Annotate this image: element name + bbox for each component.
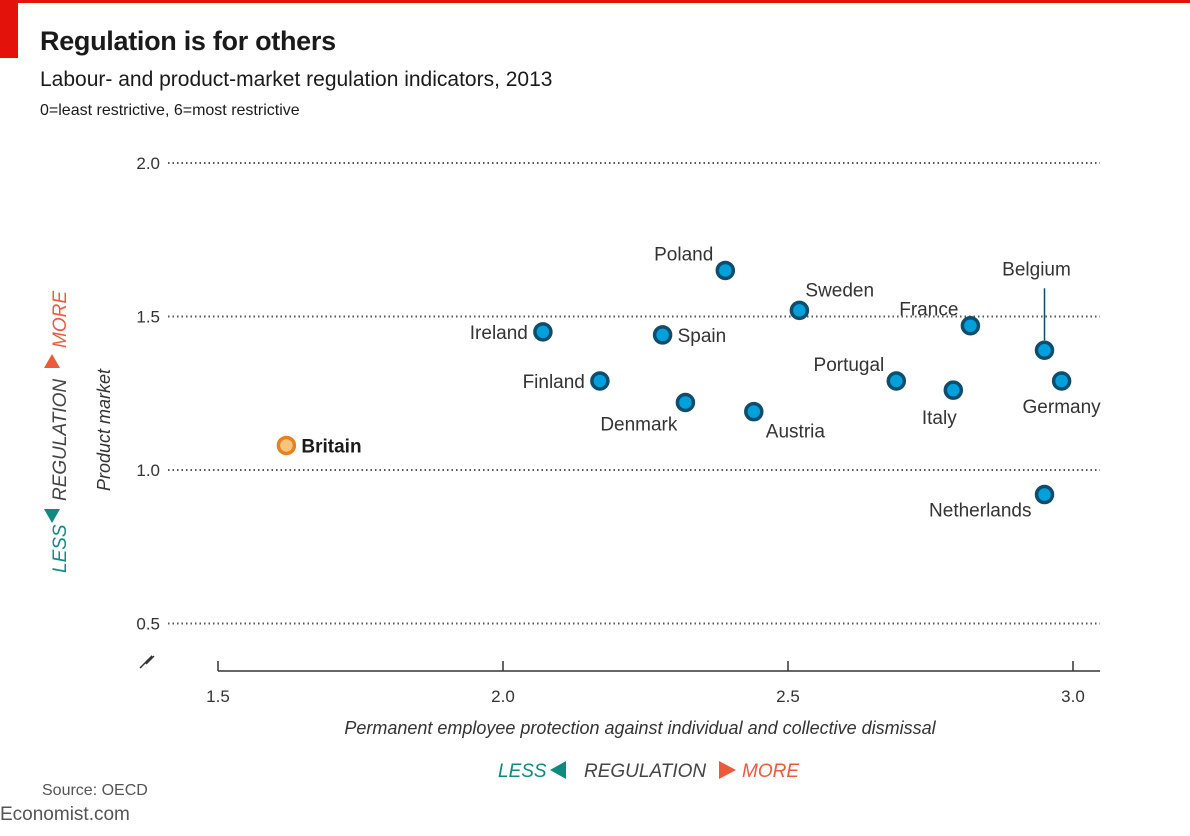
y-tick-label: 0.5	[136, 615, 160, 634]
chart-title: Regulation is for others	[40, 26, 336, 56]
data-points: Britain Ireland Finland Spain Denmark Poland A…	[276, 244, 1102, 522]
point-label: Poland	[654, 244, 713, 265]
point-marker	[276, 435, 297, 456]
y-regulation-legend: LESS REGULATION MORE	[44, 291, 71, 573]
x-more-arrow-icon	[719, 761, 736, 779]
scale-note: 0=least restrictive, 6=most restrictive	[40, 102, 300, 119]
x-tick-label: 2.0	[491, 687, 515, 706]
point-austria: Austria	[744, 401, 826, 443]
point-marker	[1051, 371, 1072, 391]
point-marker	[943, 380, 964, 400]
point-marker	[744, 401, 764, 422]
x-tick-label: 1.5	[206, 687, 230, 706]
y-regulation-label: REGULATION	[50, 379, 71, 501]
point-label: Austria	[766, 422, 826, 443]
y-less-label: LESS	[50, 524, 71, 573]
point-sweden: Sweden	[789, 280, 874, 321]
point-poland: Poland	[654, 244, 736, 281]
point-label: Britain	[301, 436, 361, 457]
point-label: Netherlands	[929, 501, 1031, 522]
y-more-arrow-icon	[44, 354, 60, 368]
x-axis-title: Permanent employee protection against in…	[344, 718, 936, 738]
x-less-arrow-icon	[550, 761, 566, 779]
point-marker	[886, 371, 907, 391]
y-less-arrow-icon	[44, 509, 60, 523]
point-ireland: Ireland	[470, 322, 553, 344]
x-tick-label: 3.0	[1061, 687, 1085, 706]
point-label: Germany	[1023, 397, 1102, 418]
point-france: France	[899, 300, 981, 336]
point-portugal: Portugal	[814, 355, 907, 391]
x-axis: 1.5 2.0 2.5 3.0	[206, 661, 1100, 706]
chart-subtitle: Labour- and product-market regulation in…	[40, 68, 553, 91]
x-tick-label: 2.5	[776, 687, 800, 706]
point-marker	[1034, 484, 1055, 505]
point-label: France	[899, 300, 958, 321]
point-label: Belgium	[1002, 259, 1071, 280]
point-label: Finland	[523, 372, 585, 393]
point-marker	[675, 392, 696, 413]
point-marker	[715, 260, 736, 281]
x-more-label: MORE	[742, 761, 799, 782]
point-label: Italy	[922, 408, 957, 429]
axis-break-icon	[139, 655, 155, 669]
y-axis-title: Product market	[94, 368, 114, 491]
point-label: Sweden	[805, 280, 874, 301]
point-italy: Italy	[922, 380, 964, 429]
point-label: Spain	[678, 326, 727, 347]
point-marker	[1034, 340, 1055, 361]
point-finland: Finland	[523, 371, 610, 393]
brand-credit: Economist.com	[0, 804, 130, 825]
top-rule	[0, 0, 1190, 3]
point-marker	[533, 322, 553, 342]
brand-tag	[0, 0, 18, 58]
y-tick-label: 2.0	[136, 154, 160, 173]
y-tick-label: 1.5	[136, 308, 160, 327]
point-marker	[789, 300, 810, 321]
point-label: Portugal	[814, 355, 885, 376]
point-marker	[652, 325, 673, 345]
point-belgium: Belgium	[1002, 259, 1071, 361]
point-label: Denmark	[600, 414, 678, 435]
point-marker	[960, 315, 981, 336]
point-spain: Spain	[652, 325, 727, 347]
source-note: Source: OECD	[42, 782, 148, 799]
point-denmark: Denmark	[600, 392, 696, 435]
y-tick-label: 1.0	[136, 461, 160, 480]
y-tick-labels: 2.0 1.5 1.0 0.5	[136, 154, 160, 634]
x-less-label: LESS	[498, 761, 547, 782]
point-label: Ireland	[470, 323, 528, 344]
point-marker	[590, 371, 610, 391]
point-britain: Britain	[276, 435, 362, 457]
point-germany: Germany	[1023, 371, 1102, 418]
point-netherlands: Netherlands	[929, 484, 1055, 522]
x-regulation-label: REGULATION	[584, 761, 706, 782]
x-regulation-legend: LESS REGULATION MORE	[498, 761, 799, 782]
y-more-label: MORE	[50, 291, 71, 348]
